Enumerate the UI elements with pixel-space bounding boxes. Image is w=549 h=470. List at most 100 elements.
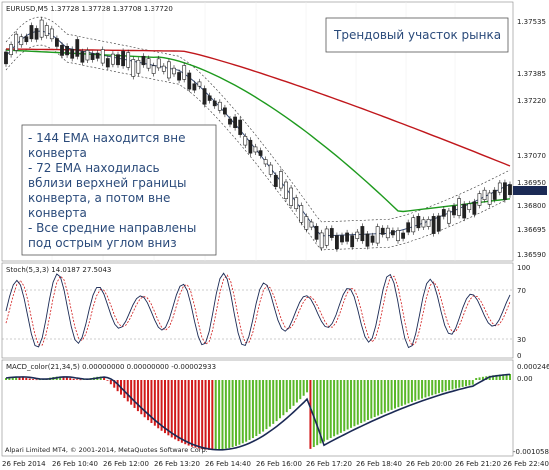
candle-body xyxy=(167,61,171,79)
macd-bar xyxy=(25,377,28,380)
time-label: 26 Feb 22:40 xyxy=(503,460,549,468)
macd-bar xyxy=(170,380,173,438)
macd-bar xyxy=(329,380,332,439)
candle-body xyxy=(421,219,426,228)
candle-body xyxy=(426,219,431,227)
candle-body xyxy=(467,203,472,210)
macd-bar xyxy=(350,380,353,428)
candle-body xyxy=(161,65,166,72)
candle-body xyxy=(452,205,456,216)
price-tick: 1.36950 xyxy=(517,179,546,187)
candle-body xyxy=(212,100,217,107)
candle-body xyxy=(238,119,243,135)
explanation-line-3: - 72 EMA находилась xyxy=(28,161,160,175)
macd-bar xyxy=(302,380,305,396)
macd-bar xyxy=(421,380,424,399)
macd-bar xyxy=(116,380,119,392)
macd-bar xyxy=(471,380,474,385)
candle-body xyxy=(416,215,421,229)
time-label: 26 Feb 2014 xyxy=(2,460,46,468)
explanation-line-2: конверта xyxy=(28,146,87,160)
macd-bar xyxy=(377,380,380,416)
macd-bar xyxy=(201,380,204,450)
macd-bar xyxy=(312,380,315,448)
candle-body xyxy=(126,52,131,68)
macd-bar xyxy=(140,380,143,415)
trend-annotation-text: Трендовый участок рынка xyxy=(333,28,501,42)
macd-bar xyxy=(434,380,437,395)
explanation-line-5: конверта, а потом вне xyxy=(28,191,170,205)
candle-body xyxy=(131,59,136,77)
macd-bar xyxy=(28,378,31,380)
candle-body xyxy=(111,53,115,65)
candle-body xyxy=(49,28,54,40)
explanation-annotation: - 144 EMA находится вне конверта - 72 EM… xyxy=(21,124,217,256)
macd-bar xyxy=(424,380,427,398)
time-axis: 26 Feb 2014 26 Feb 10:40 26 Feb 12:00 26… xyxy=(2,460,549,468)
macd-bar xyxy=(400,380,403,406)
candle-body xyxy=(207,95,212,101)
macd-header: MACD_color(21,34,5) 0.00000000 0.0000000… xyxy=(6,363,216,371)
macd-bar xyxy=(492,375,495,380)
macd-bar xyxy=(65,377,68,380)
macd-bar xyxy=(5,378,7,380)
macd-panel[interactable]: MACD_color(21,34,5) 0.00000000 0.0000000… xyxy=(1,359,549,457)
macd-bar xyxy=(282,380,285,416)
macd-bar xyxy=(353,380,356,427)
macd-bar xyxy=(238,380,241,445)
candle-body xyxy=(294,197,299,210)
time-label: 26 Feb 14:40 xyxy=(205,460,251,468)
price-panel[interactable]: EURUSD,M5 1.37728 1.37728 1.37708 1.3772… xyxy=(1,1,514,262)
candle-body xyxy=(172,67,176,75)
macd-bar xyxy=(319,380,322,444)
macd-bar xyxy=(221,380,224,450)
macd-bar xyxy=(289,380,292,410)
moving-averages xyxy=(5,30,511,237)
macd-bar xyxy=(346,380,349,430)
price-tick: 1.37385 xyxy=(517,70,546,78)
stoch-signal-line xyxy=(5,274,511,347)
candle-body xyxy=(24,36,29,43)
macd-bar xyxy=(448,380,451,391)
candle-body xyxy=(4,51,8,65)
candle-body xyxy=(14,33,19,51)
macd-bar xyxy=(160,380,163,431)
macd-bar xyxy=(393,380,396,409)
stochastic-panel[interactable]: Stoch(5,3,3) 14.0187 27.5043 100 70 30 0 xyxy=(1,262,530,360)
stoch-header: Stoch(5,3,3) 14.0187 27.5043 xyxy=(6,266,111,274)
macd-bar xyxy=(204,380,207,450)
candle-body xyxy=(472,201,477,215)
macd-bar xyxy=(373,380,376,417)
candle-body xyxy=(44,25,49,36)
candle-body xyxy=(355,231,360,239)
macd-bar xyxy=(130,380,133,405)
macd-bar xyxy=(458,380,461,388)
macd-bar xyxy=(79,379,82,381)
macd-bar xyxy=(295,380,298,403)
time-label: 26 Feb 18:40 xyxy=(356,460,402,468)
macd-bar xyxy=(410,380,413,403)
candle-body xyxy=(309,221,314,228)
stoch-tick: 100 xyxy=(517,264,530,272)
time-label: 26 Feb 17:20 xyxy=(306,460,352,468)
envelope-bands xyxy=(5,16,511,251)
macd-bar xyxy=(8,377,11,380)
macd-bar xyxy=(505,374,508,380)
time-label: 26 Feb 20:00 xyxy=(406,460,452,468)
candlesticks xyxy=(4,17,512,252)
macd-bar xyxy=(69,378,72,380)
macd-bar xyxy=(454,380,457,389)
candle-body xyxy=(268,164,273,175)
candle-body xyxy=(95,52,100,59)
macd-bar xyxy=(18,376,21,380)
macd-bar xyxy=(468,380,471,386)
macd-bar xyxy=(184,380,187,445)
explanation-line-8: под острым углом вниз xyxy=(28,236,177,250)
candle-body xyxy=(314,225,319,240)
price-tick: 1.37535 xyxy=(517,18,546,26)
macd-bar xyxy=(363,380,366,422)
macd-bar xyxy=(113,380,116,388)
macd-bar xyxy=(299,380,302,400)
candle-body xyxy=(80,51,85,63)
macd-bar xyxy=(444,380,447,392)
